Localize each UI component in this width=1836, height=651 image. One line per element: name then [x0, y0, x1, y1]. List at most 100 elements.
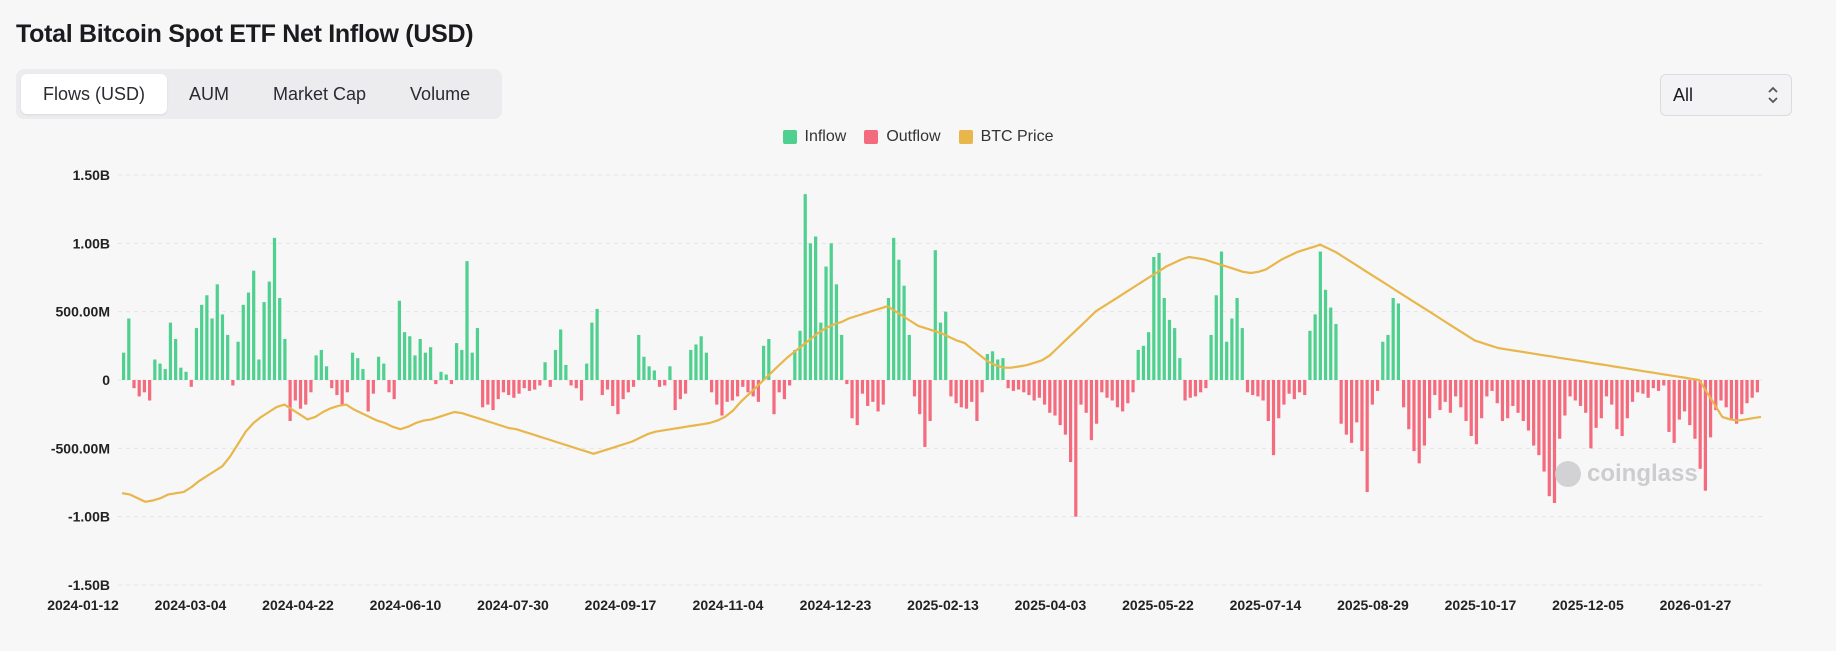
- inflow-bar: [278, 298, 282, 380]
- coinglass-logo-icon: [1555, 461, 1581, 487]
- inflow-bar: [236, 341, 240, 380]
- outflow-bar: [866, 380, 870, 406]
- inflow-bar: [267, 281, 271, 380]
- outflow-bar: [330, 380, 334, 389]
- inflow-bar: [470, 352, 474, 380]
- legend-btc-price[interactable]: BTC Price: [958, 128, 1054, 146]
- inflow-bar: [704, 352, 708, 380]
- inflow-bar: [907, 334, 911, 380]
- outflow-bar: [1297, 380, 1302, 393]
- outflow-bar: [1084, 380, 1088, 413]
- inflow-bar: [1141, 345, 1146, 380]
- outflow-bar: [735, 380, 740, 397]
- outflow-bar: [1630, 380, 1635, 402]
- outflow-bar: [1740, 380, 1744, 415]
- outflow-bar: [1199, 380, 1203, 393]
- inflow-bar: [174, 339, 178, 380]
- outflow-bar: [1464, 380, 1468, 421]
- x-tick-label: 2025-04-03: [1015, 597, 1087, 613]
- tab-flows[interactable]: Flows (USD): [21, 74, 167, 114]
- inflow-bar: [798, 330, 802, 380]
- outflow-bar: [1651, 380, 1655, 389]
- outflow-bar: [231, 380, 235, 386]
- inflow-bar: [996, 359, 1000, 380]
- inflow-bar: [834, 284, 839, 380]
- inflow-bar: [376, 356, 381, 380]
- outflow-bar: [309, 380, 313, 393]
- watermark: coinglass: [1555, 460, 1698, 488]
- y-tick-label: 0: [102, 372, 110, 388]
- outflow-bar: [1745, 380, 1749, 404]
- inflow-bar: [444, 374, 448, 380]
- legend-inflow[interactable]: Inflow: [782, 128, 846, 146]
- outflow-bar: [1672, 380, 1676, 443]
- outflow-bar: [1100, 380, 1104, 393]
- outflow-bar: [1433, 380, 1437, 396]
- outflow-bar: [1490, 380, 1494, 391]
- inflow-bar: [642, 356, 646, 380]
- inflow-bar: [990, 351, 995, 380]
- outflow-bar: [1677, 380, 1681, 420]
- outflow-bar: [1584, 380, 1588, 413]
- outflow-bar: [1401, 380, 1406, 408]
- outflow-bar: [777, 380, 781, 393]
- outflow-bar: [845, 380, 849, 385]
- inflow-bar: [652, 370, 656, 380]
- y-tick-label: 500.00M: [56, 304, 110, 320]
- outflow-bar: [715, 380, 719, 405]
- chart-legend: Inflow Outflow BTC Price: [0, 128, 1836, 146]
- outflow-bar: [741, 380, 745, 387]
- outflow-bar: [1068, 380, 1073, 462]
- outflow-bar: [293, 380, 297, 401]
- outflow-bar: [1542, 380, 1546, 472]
- outflow-bar: [1053, 380, 1057, 416]
- inflow-bar: [637, 334, 641, 380]
- outflow-bar: [746, 380, 750, 393]
- outflow-bar: [345, 380, 349, 393]
- range-select-value: All: [1673, 84, 1694, 105]
- outflow-bar: [621, 380, 625, 400]
- outflow-bar: [1438, 380, 1442, 411]
- outflow-bar: [1245, 380, 1250, 393]
- outflow-bar: [1729, 380, 1734, 420]
- tab-market-cap[interactable]: Market Cap: [273, 84, 367, 104]
- outflow-bar: [751, 380, 755, 397]
- inflow-bar: [1219, 251, 1224, 380]
- outflow-bar: [923, 380, 927, 447]
- inflow-bar: [767, 339, 771, 380]
- outflow-bar: [1089, 380, 1094, 441]
- outflow-bar: [949, 380, 953, 397]
- outflow-bar: [1547, 380, 1551, 497]
- outflow-bar: [605, 380, 610, 390]
- outflow-bar: [1427, 380, 1432, 419]
- inflow-bar: [153, 359, 157, 380]
- outflow-bar: [1105, 380, 1109, 398]
- outflow-bar: [1599, 380, 1603, 419]
- outflow-bar: [964, 380, 969, 409]
- outflow-bar: [1115, 380, 1120, 408]
- outflow-bar: [1511, 380, 1515, 406]
- inflow-bar: [585, 363, 589, 380]
- legend-btc-label: BTC Price: [980, 128, 1054, 145]
- tab-aum[interactable]: AUM: [189, 84, 229, 104]
- outflow-bar: [507, 380, 511, 396]
- outflow-bar: [1344, 380, 1348, 435]
- outflow-bar: [616, 380, 620, 415]
- range-select[interactable]: All: [1660, 74, 1792, 116]
- outflow-bar: [600, 380, 604, 396]
- outflow-bar: [1110, 380, 1114, 401]
- outflow-bar: [1251, 380, 1255, 396]
- outflow-bar: [855, 380, 859, 426]
- inflow-bar: [590, 322, 594, 380]
- outflow-bar: [1480, 380, 1484, 419]
- inflow-bar: [553, 349, 558, 380]
- outflow-bar: [782, 380, 787, 400]
- tab-volume[interactable]: Volume: [410, 84, 471, 104]
- outflow-bar: [137, 380, 141, 397]
- outflow-bar: [1506, 380, 1510, 419]
- outflow-bar: [1724, 380, 1728, 408]
- y-tick-label: 1.50B: [73, 167, 110, 183]
- legend-outflow[interactable]: Outflow: [864, 128, 941, 146]
- inflow-bar: [1323, 289, 1328, 380]
- outflow-bar: [1370, 380, 1374, 405]
